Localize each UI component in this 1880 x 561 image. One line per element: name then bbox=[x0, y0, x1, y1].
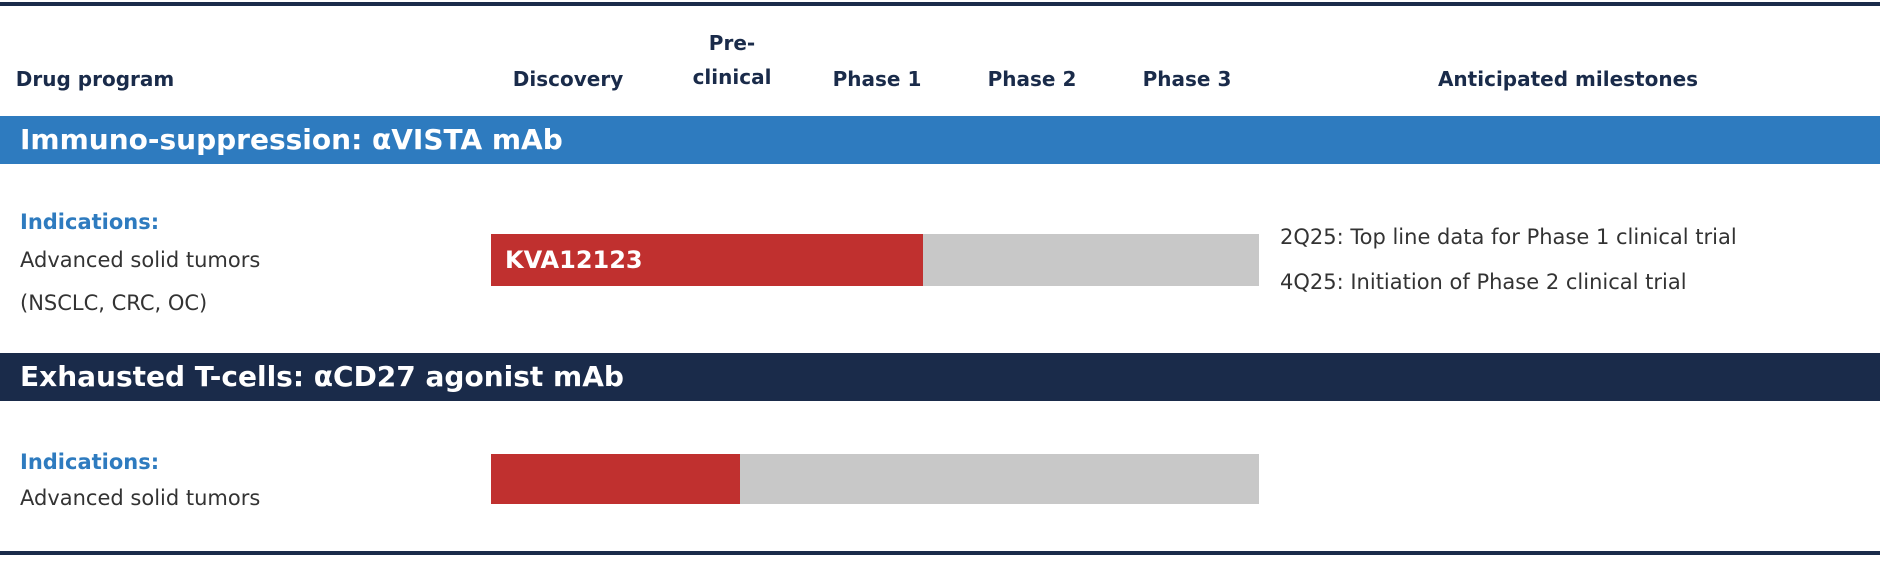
section-band: Immuno-suppression: αVISTA mAb bbox=[0, 116, 1880, 164]
pipeline-bar: KVA12123 bbox=[491, 234, 1259, 286]
indications-label: Indications: bbox=[20, 450, 160, 474]
indications-label: Indications: bbox=[20, 210, 160, 234]
column-header: Pre- clinical bbox=[692, 31, 772, 89]
column-header: Anticipated milestones bbox=[1437, 67, 1699, 91]
progress-bar bbox=[491, 234, 923, 286]
milestone: 2Q25: Top line data for Phase 1 clinical… bbox=[1280, 225, 1737, 249]
candidate-name: KVA12123 bbox=[505, 246, 643, 274]
column-header: Phase 3 bbox=[1142, 67, 1232, 91]
milestone: 4Q25: Initiation of Phase 2 clinical tri… bbox=[1280, 270, 1687, 294]
progress-bar bbox=[491, 454, 740, 504]
column-header: Phase 1 bbox=[832, 67, 922, 91]
section-band: Exhausted T-cells: αCD27 agonist mAb bbox=[0, 353, 1880, 401]
top-rule bbox=[0, 2, 1880, 6]
bottom-rule bbox=[0, 551, 1880, 555]
pipeline-bar bbox=[491, 454, 1259, 504]
column-header: Phase 2 bbox=[987, 67, 1077, 91]
indication: Advanced solid tumors bbox=[20, 248, 261, 272]
column-header: Drug program bbox=[15, 67, 175, 91]
indication: Advanced solid tumors bbox=[20, 486, 261, 510]
column-header: Discovery bbox=[512, 67, 624, 91]
indication: (NSCLC, CRC, OC) bbox=[20, 291, 208, 315]
